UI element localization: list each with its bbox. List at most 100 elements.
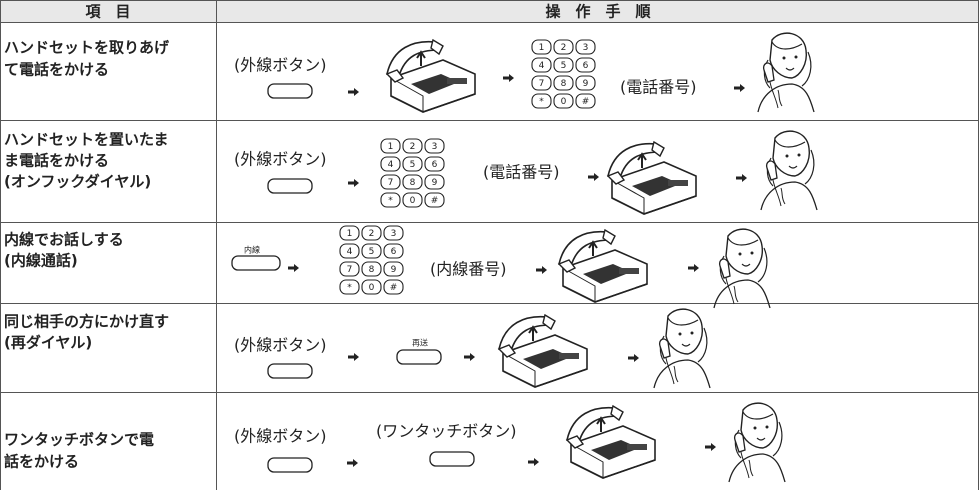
- step-label: (ワンタッチボタン): [376, 422, 517, 441]
- key-label: *: [347, 283, 352, 293]
- key-label: 2: [369, 229, 375, 239]
- person-illustration: [757, 32, 815, 113]
- key: [424, 192, 445, 208]
- key-label: 8: [410, 178, 416, 188]
- key: [339, 261, 360, 277]
- key-label: 9: [391, 265, 397, 275]
- arrow: [464, 353, 475, 361]
- person-illustration: [728, 402, 786, 483]
- key-label: #: [582, 97, 590, 107]
- item-text: (オンフックダイヤル): [4, 173, 151, 191]
- key-label: 4: [347, 247, 353, 257]
- button-icon: [267, 363, 313, 379]
- key: [361, 261, 382, 277]
- key: [424, 174, 445, 190]
- key: [380, 192, 401, 208]
- key: [575, 75, 596, 91]
- header-item: 項 目: [85, 3, 130, 21]
- key: [402, 174, 423, 190]
- key: [575, 93, 596, 109]
- step-label: (電話番号): [620, 78, 697, 97]
- item-text: (再ダイヤル): [4, 334, 92, 352]
- key: [339, 225, 360, 241]
- key-label: 6: [432, 160, 438, 170]
- key-label: 9: [583, 79, 589, 89]
- key-label: #: [390, 283, 398, 293]
- key-label: 8: [369, 265, 375, 275]
- person-illustration: [653, 308, 711, 389]
- step-label: 再送: [412, 338, 428, 348]
- item-text: (内線通話): [4, 252, 78, 270]
- arrow: [588, 173, 599, 181]
- key: [380, 138, 401, 154]
- key-label: 4: [388, 160, 394, 170]
- arrow: [288, 264, 299, 272]
- key: [339, 243, 360, 259]
- key-label: 3: [391, 229, 397, 239]
- arrow: [536, 266, 547, 274]
- key-label: 5: [410, 160, 416, 170]
- item-text: ま電話をかける: [4, 152, 109, 170]
- phone-illustration: [607, 141, 697, 215]
- phone-illustration: [566, 405, 656, 479]
- key: [383, 261, 404, 277]
- key-label: 6: [583, 61, 589, 71]
- person-illustration: [760, 130, 818, 211]
- key-label: *: [388, 196, 393, 206]
- step-label: (電話番号): [483, 163, 560, 182]
- key: [424, 138, 445, 154]
- key: [424, 156, 445, 172]
- key-label: 8: [561, 79, 567, 89]
- key-label: 7: [388, 178, 394, 188]
- key-label: 9: [432, 178, 438, 188]
- button-icon: [267, 457, 313, 473]
- item-text: ハンドセットを取りあげ: [4, 39, 170, 57]
- key: [339, 279, 360, 295]
- key: [383, 225, 404, 241]
- header-bg: [0, 0, 979, 22]
- key: [531, 75, 552, 91]
- key-label: 7: [347, 265, 353, 275]
- phone-illustration: [386, 39, 476, 113]
- key-label: 3: [583, 43, 589, 53]
- key-label: 5: [369, 247, 375, 257]
- header-procedure: 操 作 手 順: [545, 3, 651, 21]
- arrow: [348, 179, 359, 187]
- key: [361, 243, 382, 259]
- key: [402, 192, 423, 208]
- button-icon: [429, 451, 475, 467]
- step-label: (外線ボタン): [234, 336, 327, 355]
- key: [361, 279, 382, 295]
- key: [553, 93, 574, 109]
- person-illustration: [713, 228, 771, 309]
- key: [531, 39, 552, 55]
- key: [531, 57, 552, 73]
- key: [380, 156, 401, 172]
- key: [553, 39, 574, 55]
- phone-illustration: [558, 229, 648, 303]
- item-text: ワンタッチボタンで電: [4, 431, 154, 449]
- arrow: [348, 353, 359, 361]
- item-text: ハンドセットを置いたま: [4, 131, 169, 149]
- step-label: (外線ボタン): [234, 427, 327, 446]
- key: [402, 138, 423, 154]
- arrow: [347, 459, 358, 467]
- key-label: 5: [561, 61, 567, 71]
- key-label: 2: [561, 43, 567, 53]
- key: [575, 39, 596, 55]
- key-label: 4: [539, 61, 545, 71]
- key-label: 1: [539, 43, 545, 53]
- arrow: [503, 74, 514, 82]
- step-label: (外線ボタン): [234, 150, 327, 169]
- item-text: て電話をかける: [4, 61, 109, 79]
- key-label: 1: [347, 229, 353, 239]
- key: [380, 174, 401, 190]
- item-text: 同じ相手の方にかけ直す: [4, 313, 169, 331]
- key-label: 1: [388, 142, 394, 152]
- item-text: 話をかける: [4, 453, 79, 471]
- key: [531, 93, 552, 109]
- key-label: 0: [561, 97, 567, 107]
- step-label: (外線ボタン): [234, 56, 327, 75]
